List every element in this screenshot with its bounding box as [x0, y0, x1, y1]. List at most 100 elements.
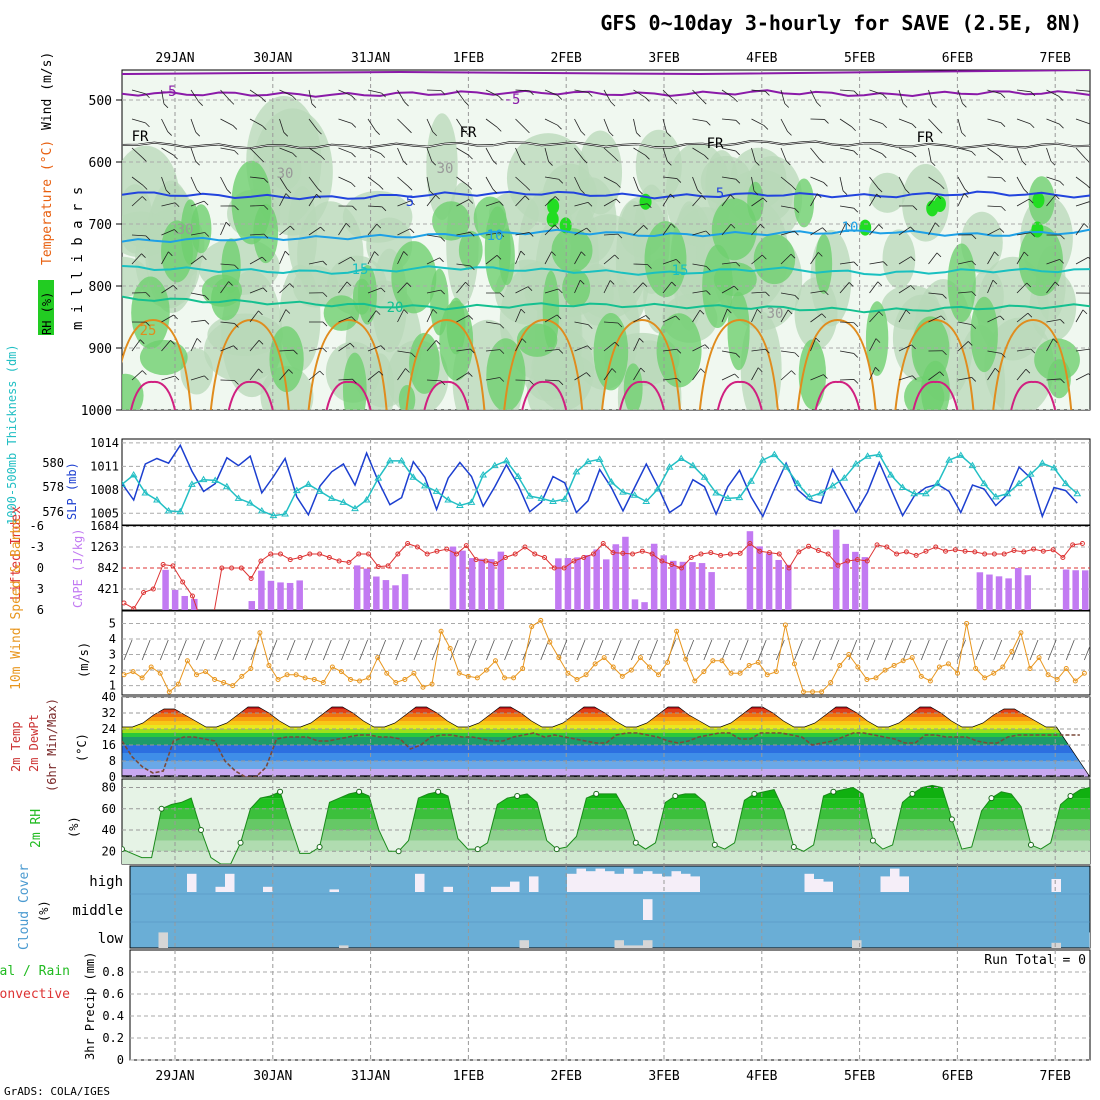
temp-band [122, 725, 1090, 729]
wind-barb [456, 372, 469, 381]
wind-barb [574, 280, 581, 294]
cape-tick-label-1263: 1263 [90, 540, 119, 554]
wind-barb [161, 202, 176, 207]
wind-barb [515, 232, 530, 236]
wind-barb-flag [173, 154, 178, 160]
pressure-tick-label-900: 900 [89, 342, 112, 357]
wind10m-tick-label-4: 4 [109, 632, 116, 646]
cloud-bar-low [633, 945, 643, 948]
wind-barb [633, 118, 637, 133]
wind10m-barb [196, 639, 205, 661]
wind-barb [1046, 89, 1060, 97]
cape-bar [171, 589, 179, 610]
wind-barb-flag [706, 121, 711, 126]
wind-barb [515, 118, 526, 130]
li-marker [757, 548, 763, 554]
wind-barb [279, 89, 293, 97]
wind-barb [987, 147, 1000, 157]
wind-barb [279, 176, 288, 190]
wind-barb-flag [1088, 123, 1090, 125]
wind-barb-flag [1059, 319, 1065, 324]
wind-barb-flag [352, 378, 357, 384]
wind10m-marker [619, 673, 625, 679]
wind-barb-flag [319, 370, 325, 376]
li-marker [698, 551, 704, 557]
wind10m-marker [511, 675, 517, 681]
contour-30-loop [619, 380, 665, 410]
rh-axis-label: RH (%) [40, 292, 54, 335]
wind10m-marker [1054, 676, 1060, 682]
rh2m-line [122, 784, 1090, 864]
contour-top-purple [122, 70, 1090, 76]
li-marker [737, 550, 743, 556]
wind-barb [426, 257, 440, 265]
wind-barb [456, 199, 470, 207]
wind-barb-flag [496, 127, 502, 132]
wind-barb-flag [675, 315, 680, 321]
thickness-marker [1003, 489, 1012, 497]
wind-barb-flag [853, 261, 859, 267]
wind-barb [1046, 378, 1061, 381]
wind-barb [721, 261, 736, 265]
wind-barb [751, 223, 761, 236]
thickness-marker [176, 507, 185, 515]
wind10m-marker [692, 678, 698, 684]
wind10m-marker [502, 675, 508, 681]
wind-barb-flag [675, 259, 681, 264]
wind-barb-flag [1060, 234, 1065, 240]
pressure-tick-label-600: 600 [89, 156, 112, 171]
wind-barb-flag [910, 285, 916, 290]
wind-barb [692, 368, 702, 381]
wind-barb [249, 340, 260, 352]
wind-barb-flag [403, 309, 409, 314]
wind-barb [751, 197, 764, 207]
li-marker [473, 557, 479, 563]
wind-barb [869, 338, 877, 352]
wind-barb [751, 147, 756, 162]
li-marker [1001, 551, 1007, 557]
li-marker [346, 559, 352, 565]
wind10m-marker [900, 658, 906, 664]
wind-barb-flag [647, 203, 652, 209]
thickness-marker [537, 494, 546, 501]
li-marker [180, 579, 186, 585]
wind10m-marker [329, 664, 335, 670]
wind-barb [1016, 89, 1031, 93]
wind-barb [780, 230, 795, 236]
top-date-31JAN: 31JAN [351, 51, 390, 66]
wind-barb [839, 350, 854, 354]
thickness-marker [688, 461, 697, 469]
wind-barb-flag [878, 311, 884, 316]
wind-barb [190, 147, 197, 162]
cloud-bar-high [576, 868, 586, 892]
temp-band [122, 733, 1090, 737]
thickness-marker [956, 451, 965, 458]
wind-barb-flag [468, 154, 473, 160]
rh2m-marker [711, 841, 718, 848]
wind10m-marker [375, 655, 381, 661]
wind10m-marker [366, 675, 372, 681]
wind-barb-flag [1023, 188, 1029, 194]
li-marker [160, 562, 166, 567]
wind-barb [810, 227, 823, 236]
wind-barb [987, 228, 1001, 236]
wind10m-barb [286, 639, 296, 661]
wind-barb-flag [409, 228, 415, 234]
thickness-marker [1073, 489, 1082, 497]
rh-blob-dark [815, 234, 833, 294]
wind-barb [928, 371, 940, 381]
wind-barb [397, 118, 408, 130]
wind10m-marker [918, 673, 924, 679]
wind-barb-flag [1030, 348, 1036, 354]
temp-band [122, 753, 1090, 761]
rh-blob-dark [727, 291, 750, 371]
thickness-marker [677, 454, 686, 462]
wind-barb-flag [735, 353, 741, 358]
wind-barb [397, 228, 411, 236]
wind-barb-flag [470, 265, 475, 271]
cape-bar [1092, 567, 1099, 610]
cape-li-ticks: 421 842 1263 1684 6 3 0 -3 -6 [30, 519, 119, 617]
wind10m-marker [973, 666, 979, 672]
wind-barb-flag [699, 309, 705, 315]
wind-barb [692, 230, 707, 236]
